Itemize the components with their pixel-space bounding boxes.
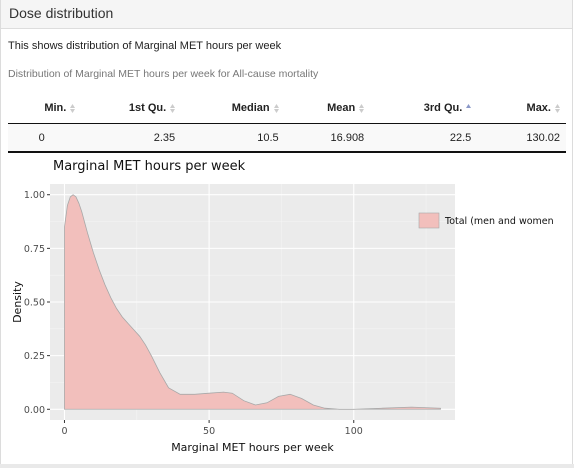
y-tick-label: 0.75 xyxy=(24,244,45,255)
density-chart: Marginal MET hours per week 0 50 100 0.00 0.2… xyxy=(11,159,554,454)
y-tick-label: 0.00 xyxy=(24,405,45,416)
panel-title: Dose distribution xyxy=(1,0,572,29)
column-header-min[interactable]: Min. xyxy=(8,93,82,124)
sort-icon[interactable] xyxy=(359,103,365,113)
panel-bottom-border xyxy=(0,464,574,468)
density-area xyxy=(64,194,441,410)
table-row: 0 2.35 10.5 16.908 22.5 130.02 xyxy=(8,123,566,153)
x-axis-label: Marginal MET hours per week xyxy=(171,441,334,454)
sort-icon[interactable] xyxy=(273,103,279,113)
y-tick-label: 0.50 xyxy=(24,298,45,309)
column-header-3rd-qu[interactable]: 3rd Qu. xyxy=(370,93,478,124)
summary-table: Min. 1st Qu. Median Mean 3rd Qu. Max. 0 2.35 10… xyxy=(8,93,566,153)
column-header-label: Max. xyxy=(526,102,551,114)
column-header-1st-qu[interactable]: 1st Qu. xyxy=(81,93,182,124)
y-tick-label: 1.00 xyxy=(24,190,45,201)
column-header-label: Median xyxy=(231,102,270,114)
x-tick-label: 100 xyxy=(345,426,363,437)
sort-icon[interactable] xyxy=(170,103,176,113)
x-tick-label: 0 xyxy=(61,426,67,437)
column-header-mean[interactable]: Mean xyxy=(284,93,371,124)
table-cell: 22.5 xyxy=(370,123,478,153)
y-axis-label: Density xyxy=(11,281,24,323)
table-header-row: Min. 1st Qu. Median Mean 3rd Qu. Max. xyxy=(8,93,566,124)
column-header-max[interactable]: Max. xyxy=(477,93,566,124)
table-cell: 2.35 xyxy=(81,123,182,153)
table-caption: Distribution of Marginal MET hours per w… xyxy=(8,68,319,80)
sort-icon[interactable] xyxy=(70,103,76,113)
sort-icon[interactable] xyxy=(555,103,560,113)
table-cell: 130.02 xyxy=(477,123,566,153)
table-cell: 10.5 xyxy=(181,123,285,153)
column-header-label: Mean xyxy=(327,102,356,114)
column-header-median[interactable]: Median xyxy=(181,93,285,124)
table-cell: 16.908 xyxy=(284,123,371,153)
sort-icon[interactable] xyxy=(466,103,472,113)
column-header-label: Min. xyxy=(44,102,67,114)
table-cell: 0 xyxy=(8,123,82,153)
column-header-label: 1st Qu. xyxy=(128,102,167,114)
legend-label: Total (men and women xyxy=(444,216,554,227)
x-tick-label: 50 xyxy=(203,426,215,437)
legend-key xyxy=(418,212,440,229)
chart-title: Marginal MET hours per week xyxy=(53,159,246,174)
description-text: This shows distribution of Marginal MET … xyxy=(8,40,282,52)
y-tick-label: 0.25 xyxy=(24,351,45,362)
column-header-label: 3rd Qu. xyxy=(423,102,463,114)
